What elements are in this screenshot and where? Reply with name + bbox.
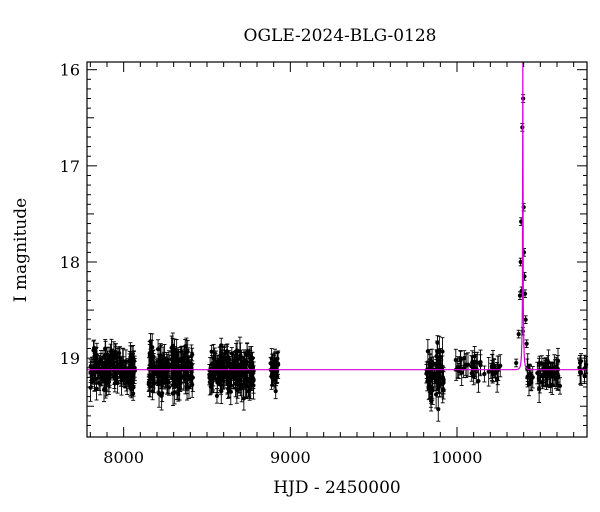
x-tick-label: 10000: [432, 448, 483, 467]
data-point: [523, 315, 528, 324]
data-point: [212, 356, 218, 379]
data-point: [232, 354, 237, 368]
data-point: [470, 350, 475, 375]
y-tick-label: 17: [60, 157, 80, 176]
data-point: [235, 380, 240, 399]
data-point: [185, 347, 191, 368]
data-point: [437, 335, 442, 365]
data-point: [543, 360, 548, 387]
data-point: [94, 376, 99, 401]
data-point: [514, 358, 519, 368]
y-tick-label: 18: [60, 253, 80, 272]
data-point: [526, 372, 532, 397]
data-point: [241, 371, 246, 401]
data-point: [176, 386, 181, 402]
data-point: [441, 380, 446, 400]
data-point: [172, 380, 177, 405]
data-point: [520, 326, 525, 336]
y-tick-label: 19: [60, 349, 80, 368]
x-tick-labels: 8000 9000 10000: [103, 448, 482, 467]
data-point: [516, 329, 521, 339]
data-point: [177, 351, 182, 372]
data-point: [453, 348, 458, 372]
data-point: [250, 365, 255, 383]
data-point: [498, 354, 503, 378]
data-point: [269, 362, 275, 387]
x-tick-label: 8000: [103, 448, 144, 467]
data-point: [239, 352, 244, 372]
data-point: [495, 365, 500, 393]
data-point: [471, 367, 476, 386]
y-tick-label: 16: [60, 61, 80, 80]
data-point: [189, 344, 194, 369]
data-point: [482, 365, 487, 383]
data-point: [107, 369, 112, 386]
model-curve-layer: [87, 61, 587, 371]
data-point: [425, 371, 430, 392]
data-point: [148, 333, 153, 350]
data-point: [524, 339, 529, 349]
data-point: [155, 339, 161, 360]
y-tick-labels: 16 17 18 19: [60, 61, 80, 368]
data-point: [228, 378, 233, 406]
data-point: [124, 371, 129, 384]
data-point: [119, 365, 124, 396]
data-point: [112, 367, 117, 389]
axis-ticks: [87, 62, 587, 437]
data-point: [210, 371, 215, 392]
data-point: [436, 396, 441, 422]
plot-frame: [86, 61, 588, 438]
chart-title: OGLE-2024-BLG-0128: [244, 26, 437, 46]
data-point: [478, 349, 483, 375]
data-point: [164, 351, 169, 367]
data-point: [247, 348, 252, 363]
data-point: [109, 348, 115, 367]
data-point: [132, 358, 137, 378]
data-point: [181, 348, 186, 377]
x-axis-label: HJD - 2450000: [273, 478, 401, 498]
data-point: [578, 360, 583, 384]
data-point: [536, 357, 542, 388]
data-point: [166, 350, 172, 379]
data-point: [115, 348, 120, 368]
x-tick-label: 9000: [270, 448, 311, 467]
data-point: [188, 370, 193, 390]
data-point: [464, 353, 469, 378]
data-point: [158, 363, 164, 390]
data-point: [431, 356, 436, 371]
data-point: [218, 356, 223, 380]
data-point: [525, 370, 530, 385]
data-point: [439, 359, 444, 373]
model-curve: [87, 61, 587, 371]
data-points: [88, 94, 589, 422]
y-axis-label: I magnitude: [11, 198, 31, 302]
data-point: [172, 347, 177, 366]
data-point: [552, 359, 558, 387]
data-point: [149, 360, 154, 374]
data-point: [244, 372, 249, 400]
data-point: [235, 351, 240, 378]
data-point: [103, 340, 108, 369]
data-point: [556, 361, 561, 391]
data-point: [274, 358, 279, 387]
data-point: [154, 364, 159, 379]
data-point: [224, 343, 229, 359]
data-point: [557, 377, 563, 395]
data-point: [114, 364, 119, 382]
data-point: [92, 366, 97, 392]
data-point: [128, 377, 133, 397]
data-point: [126, 359, 131, 387]
data-point: [161, 357, 166, 388]
